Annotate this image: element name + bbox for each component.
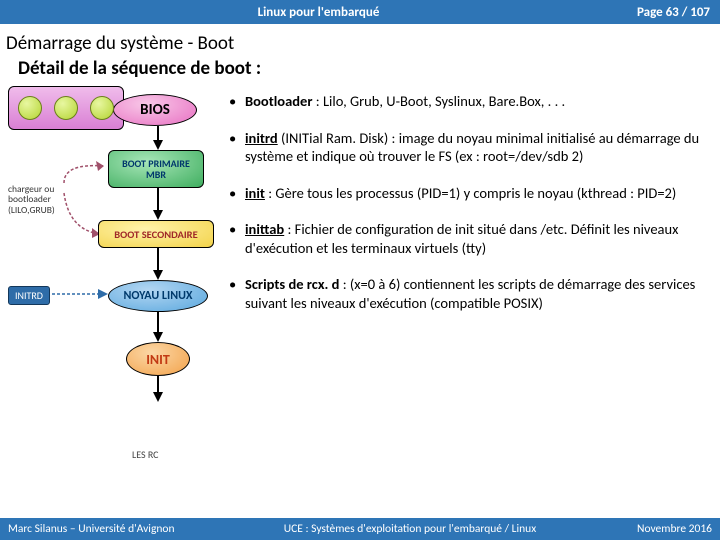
footer-author: Marc Silanus – Université d'Avignon (0, 522, 220, 536)
arrow-icon (151, 126, 165, 150)
list-item: • Bootloader : Lilo, Grub, U-Boot, Sysli… (229, 92, 708, 111)
list-item: • init : Gère tous les processus (PID=1)… (229, 184, 708, 203)
rc-dot-icon (18, 96, 42, 120)
section-subtitle: Détail de la séquence de boot : (0, 55, 720, 86)
rc-label: LES RC (132, 448, 159, 461)
arrow-icon (151, 188, 165, 220)
boot-primary-l2: MBR (122, 169, 190, 180)
bullet-list: • Bootloader : Lilo, Grub, U-Boot, Sysli… (213, 86, 712, 528)
rc-dot-icon (90, 96, 114, 120)
rc-dot-icon (54, 96, 78, 120)
bullet-icon: • (229, 129, 245, 166)
list-item: • initrd (INITial Ram. Disk) : image du … (229, 129, 708, 166)
bullet-icon: • (229, 220, 245, 257)
arrow-icon (151, 248, 165, 280)
boot-diagram: BIOS BOOT PRIMAIRE MBR BOOT SECONDAIRE N… (8, 86, 213, 528)
loader-side-label: chargeur ou bootloader (LILO,GRUB) (8, 184, 93, 215)
footer-date: Novembre 2016 (600, 522, 720, 536)
list-item: • Scripts de rcx. d : (x=0 à 6) contienn… (229, 275, 708, 312)
section-title: Démarrage du système - Boot (0, 24, 720, 55)
dashed-arrow-icon (48, 284, 112, 304)
kernel-node: NOYAU LINUX (108, 280, 208, 312)
content-area: BIOS BOOT PRIMAIRE MBR BOOT SECONDAIRE N… (0, 86, 720, 528)
list-item: • inittab : Fichier de configuration de … (229, 220, 708, 257)
header-page: Page 63 / 107 (637, 5, 720, 20)
init-node: INIT (126, 342, 190, 376)
slide-header: Linux pour l'embarqué Page 63 / 107 (0, 0, 720, 24)
bullet-icon: • (229, 275, 245, 312)
bios-node: BIOS (113, 94, 197, 126)
boot-primary-node: BOOT PRIMAIRE MBR (108, 150, 204, 188)
header-title: Linux pour l'embarqué (0, 5, 637, 20)
boot-secondary-node: BOOT SECONDAIRE (98, 220, 214, 248)
footer-course: UCE : Systèmes d'exploitation pour l'emb… (220, 522, 600, 536)
bullet-icon: • (229, 92, 245, 111)
initrd-tag: INITRD (8, 286, 50, 305)
rc-node (8, 86, 124, 130)
arrow-icon (151, 376, 165, 402)
slide-footer: Marc Silanus – Université d'Avignon UCE … (0, 518, 720, 540)
bullet-icon: • (229, 184, 245, 203)
arrow-icon (151, 312, 165, 342)
